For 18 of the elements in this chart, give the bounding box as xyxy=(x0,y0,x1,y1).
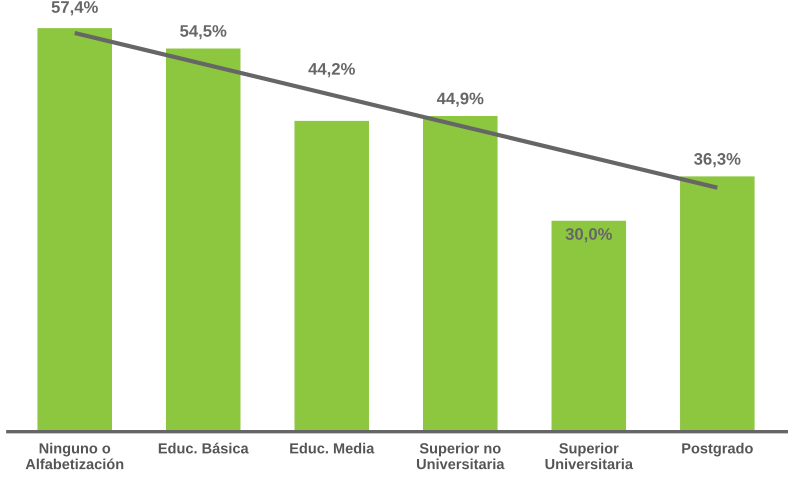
x-tick-label: Ninguno o Alfabetización xyxy=(26,442,124,470)
x-tick-label: Superior no Universitaria xyxy=(416,442,505,470)
x-tick-label: Educ. Media xyxy=(290,442,374,454)
bar xyxy=(680,176,755,432)
x-tick-label: Postgrado xyxy=(682,442,753,456)
data-label: 57,4% xyxy=(52,1,98,16)
bar xyxy=(423,116,498,432)
x-tick-label: Superior Universitaria xyxy=(545,442,634,470)
bar xyxy=(552,220,626,432)
x-tick-label: Educ. Básica xyxy=(158,442,249,454)
data-label: 30,0% xyxy=(566,228,612,242)
bar xyxy=(37,28,112,432)
bar xyxy=(294,120,370,432)
data-label: 44,2% xyxy=(308,63,355,78)
data-label: 36,3% xyxy=(694,153,741,168)
bar xyxy=(166,48,240,432)
data-label: 54,5% xyxy=(180,25,226,40)
data-label: 44,9% xyxy=(436,92,484,107)
